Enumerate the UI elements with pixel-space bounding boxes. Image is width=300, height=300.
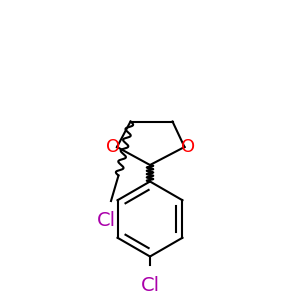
Text: Cl: Cl: [140, 276, 160, 295]
Text: O: O: [181, 138, 195, 156]
Text: O: O: [106, 138, 121, 156]
Text: Cl: Cl: [97, 211, 116, 230]
